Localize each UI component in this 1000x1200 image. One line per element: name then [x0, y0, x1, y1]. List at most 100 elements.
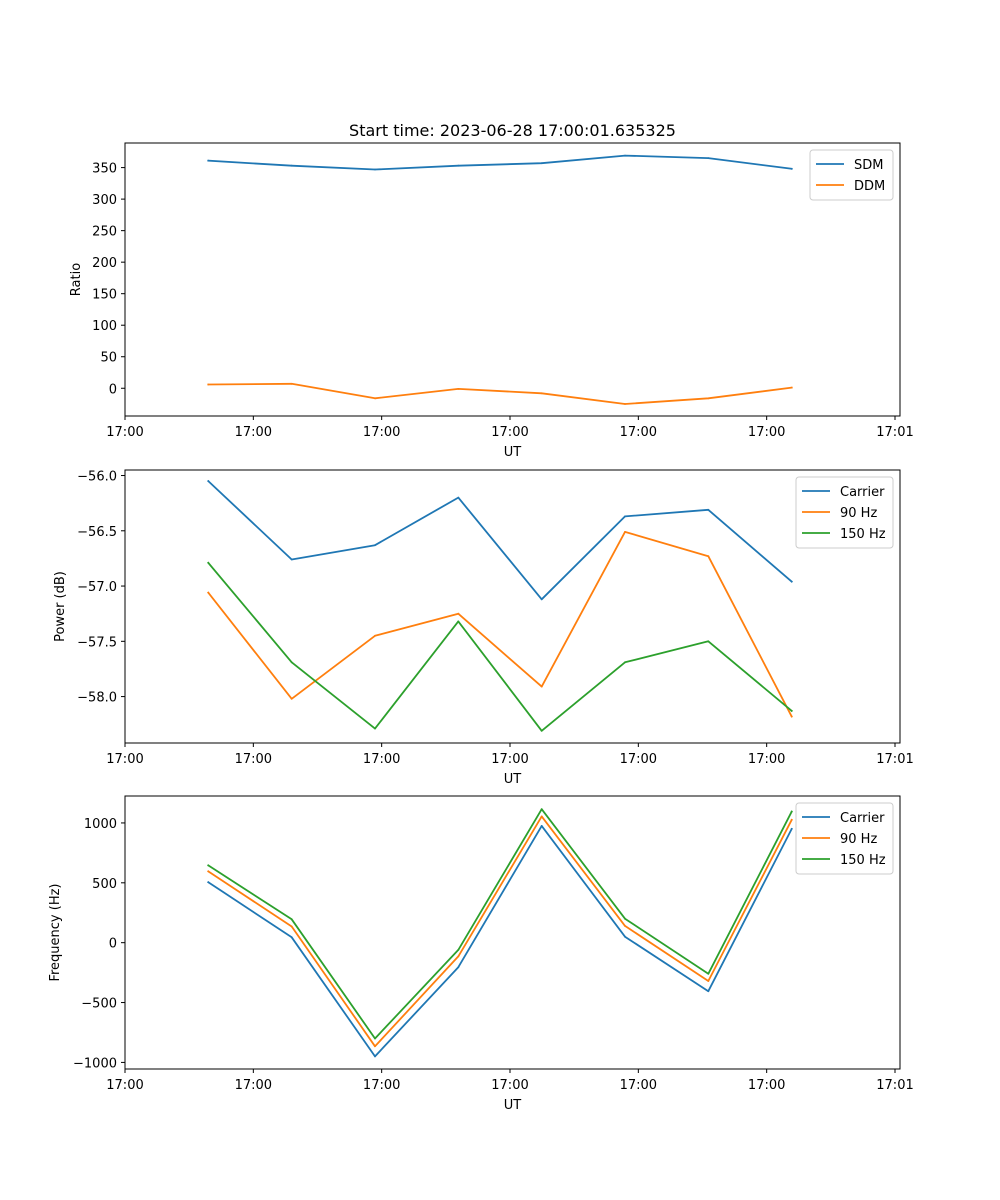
data-point — [207, 561, 210, 564]
data-point — [624, 530, 626, 533]
data-point — [457, 620, 460, 623]
x-tick-label: 17:00 — [235, 752, 272, 767]
y-tick-label: −56.5 — [77, 525, 117, 540]
y-tick-label: −56.0 — [77, 470, 117, 485]
data-point — [290, 164, 293, 167]
legend: Carrier 90 Hz 150 Hz — [795, 476, 894, 549]
x-tick-label: 17:00 — [106, 1078, 143, 1093]
data-point — [540, 392, 543, 395]
legend-box — [809, 149, 894, 201]
data-point — [540, 808, 543, 811]
data-point — [624, 917, 626, 920]
data-point — [374, 1045, 376, 1048]
y-axis-label: Frequency (Hz) — [48, 883, 63, 981]
x-tick-label: 17:00 — [363, 1078, 400, 1093]
data-point — [290, 661, 293, 664]
plot-frame — [124, 142, 901, 417]
data-point — [707, 640, 710, 643]
data-point — [707, 397, 710, 400]
x-tick-label: 17:00 — [363, 752, 400, 767]
legend: Carrier 90 Hz 150 Hz — [795, 802, 894, 875]
x-tick-label: 17:00 — [491, 752, 528, 767]
x-tick-label: 17:01 — [876, 752, 913, 767]
y-tick-label: 1000 — [84, 817, 117, 832]
legend-box — [795, 476, 894, 549]
x-tick-label: 17:00 — [748, 425, 785, 440]
y-tick-label: −57.0 — [77, 580, 117, 595]
series-line-150-hz — [207, 808, 793, 1040]
x-tick-label: 17:00 — [620, 1078, 657, 1093]
x-tick-label: 17:00 — [363, 425, 400, 440]
x-tick-label: 17:00 — [491, 1078, 528, 1093]
x-tick-label: 17:00 — [106, 425, 143, 440]
data-point — [457, 966, 460, 969]
x-tick-label: 17:00 — [235, 425, 272, 440]
y-tick-label: 300 — [92, 193, 117, 208]
data-point — [624, 403, 626, 405]
data-point — [790, 715, 793, 718]
data-point — [457, 612, 460, 615]
chart-title: Start time: 2023-06-28 17:00:01.635325 — [349, 121, 676, 140]
data-point — [707, 555, 710, 558]
data-point — [207, 480, 210, 482]
data-point — [540, 162, 543, 165]
data-point — [290, 697, 293, 700]
series-line-90-hz — [207, 531, 793, 718]
y-tick-label: 150 — [92, 288, 117, 303]
y-tick-label: −500 — [81, 997, 117, 1012]
series-line-150-hz — [207, 561, 793, 732]
series-line-ddm — [207, 382, 793, 405]
chart-panel-1: Start time: 2023-06-28 17:00:01.635325 0 5… — [69, 121, 914, 460]
data-point — [624, 925, 626, 927]
chart-panel-3: −1000 −500 0 500 1000 17:00 17:00 17:00 17:00 17:… — [48, 795, 914, 1113]
series-line-carrier — [207, 825, 793, 1058]
data-point — [624, 515, 626, 518]
y-tick-label: −58.0 — [77, 691, 117, 706]
x-tick-label: 17:00 — [106, 752, 143, 767]
data-point — [540, 815, 543, 818]
data-point — [374, 634, 376, 637]
data-point — [207, 383, 210, 386]
y-tick-label: 250 — [92, 225, 117, 240]
data-point — [707, 990, 710, 993]
data-point — [374, 1055, 376, 1058]
data-point — [374, 397, 376, 400]
legend-label: 90 Hz — [840, 506, 877, 521]
data-point — [790, 819, 793, 821]
data-point — [374, 168, 376, 171]
data-point — [707, 157, 710, 160]
legend-label: 150 Hz — [840, 853, 886, 868]
plot-frame — [124, 795, 901, 1070]
data-point — [207, 159, 210, 162]
data-point — [374, 544, 376, 547]
x-tick-label: 17:00 — [620, 752, 657, 767]
legend-label: 90 Hz — [840, 832, 877, 847]
data-point — [207, 591, 210, 594]
data-point — [207, 870, 210, 873]
y-axis-label: Power (dB) — [53, 571, 68, 642]
y-tick-label: 0 — [109, 382, 117, 397]
data-point — [457, 948, 460, 951]
data-point — [540, 729, 543, 732]
chart-panel-2: −58.0 −57.5 −57.0 −56.5 −56.0 17:00 17:00 17:00… — [53, 469, 914, 787]
data-point — [540, 685, 543, 688]
data-point — [624, 661, 626, 664]
y-tick-label: −57.5 — [77, 635, 117, 650]
data-point — [707, 980, 710, 982]
data-point — [374, 727, 376, 730]
x-tick-label: 17:00 — [748, 752, 785, 767]
data-point — [290, 936, 293, 939]
legend: SDM DDM — [809, 149, 894, 201]
data-point — [790, 167, 793, 170]
series-line-90-hz — [207, 815, 793, 1048]
data-point — [290, 925, 293, 928]
legend-label: SDM — [854, 158, 883, 173]
legend-box — [795, 802, 894, 875]
x-tick-label: 17:01 — [876, 1078, 913, 1093]
data-point — [290, 918, 293, 921]
x-tick-label: 17:01 — [876, 425, 913, 440]
x-tick-label: 17:00 — [620, 425, 657, 440]
data-point — [624, 935, 626, 938]
y-tick-label: 200 — [92, 256, 117, 271]
